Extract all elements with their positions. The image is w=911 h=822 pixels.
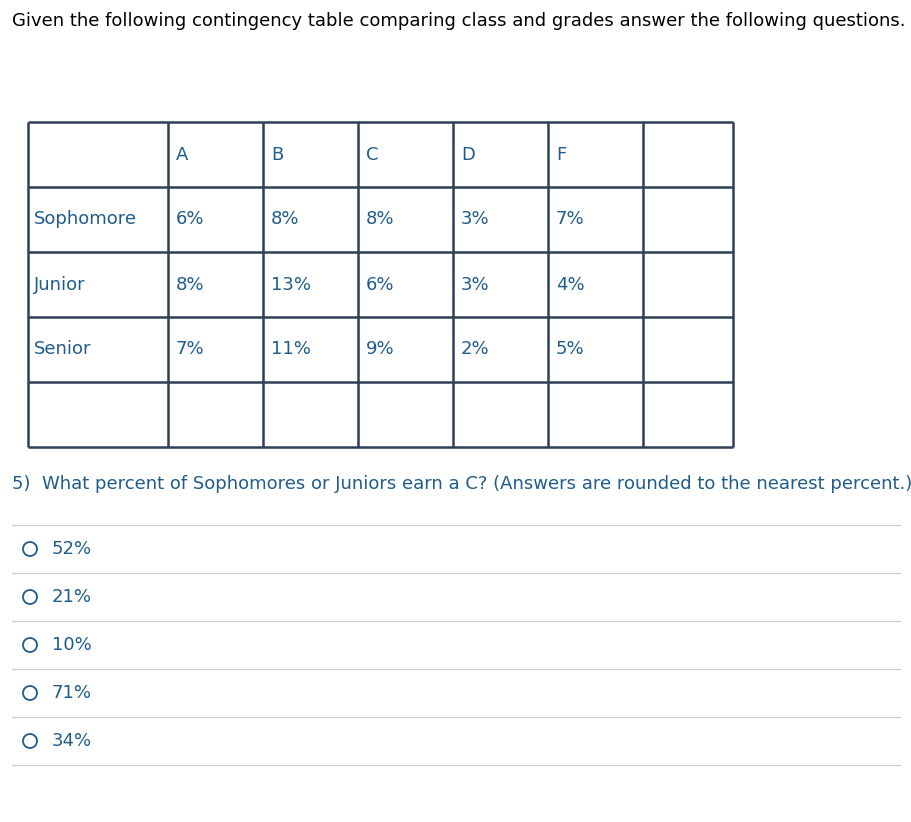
Text: A: A (176, 145, 189, 164)
Text: 2%: 2% (460, 340, 489, 358)
Text: 4%: 4% (556, 275, 584, 293)
Text: C: C (365, 145, 378, 164)
Text: 34%: 34% (52, 732, 92, 750)
Text: 21%: 21% (52, 588, 92, 606)
Text: 11%: 11% (271, 340, 311, 358)
Text: 52%: 52% (52, 540, 92, 558)
Text: 71%: 71% (52, 684, 92, 702)
Text: F: F (556, 145, 566, 164)
Text: 9%: 9% (365, 340, 394, 358)
Text: 5)  What percent of Sophomores or Juniors earn a C? (Answers are rounded to the : 5) What percent of Sophomores or Juniors… (12, 475, 911, 493)
Text: Given the following contingency table comparing class and grades answer the foll: Given the following contingency table co… (12, 12, 905, 30)
Text: 10%: 10% (52, 636, 92, 654)
Text: 3%: 3% (460, 210, 489, 229)
Text: 13%: 13% (271, 275, 311, 293)
Text: Junior: Junior (34, 275, 86, 293)
Text: B: B (271, 145, 283, 164)
Text: Senior: Senior (34, 340, 91, 358)
Text: 6%: 6% (365, 275, 394, 293)
Text: 5%: 5% (556, 340, 584, 358)
Text: 8%: 8% (365, 210, 394, 229)
Text: 8%: 8% (176, 275, 204, 293)
Text: 6%: 6% (176, 210, 204, 229)
Text: 7%: 7% (556, 210, 584, 229)
Text: 3%: 3% (460, 275, 489, 293)
Text: 8%: 8% (271, 210, 299, 229)
Text: D: D (460, 145, 475, 164)
Text: 7%: 7% (176, 340, 204, 358)
Text: Sophomore: Sophomore (34, 210, 137, 229)
